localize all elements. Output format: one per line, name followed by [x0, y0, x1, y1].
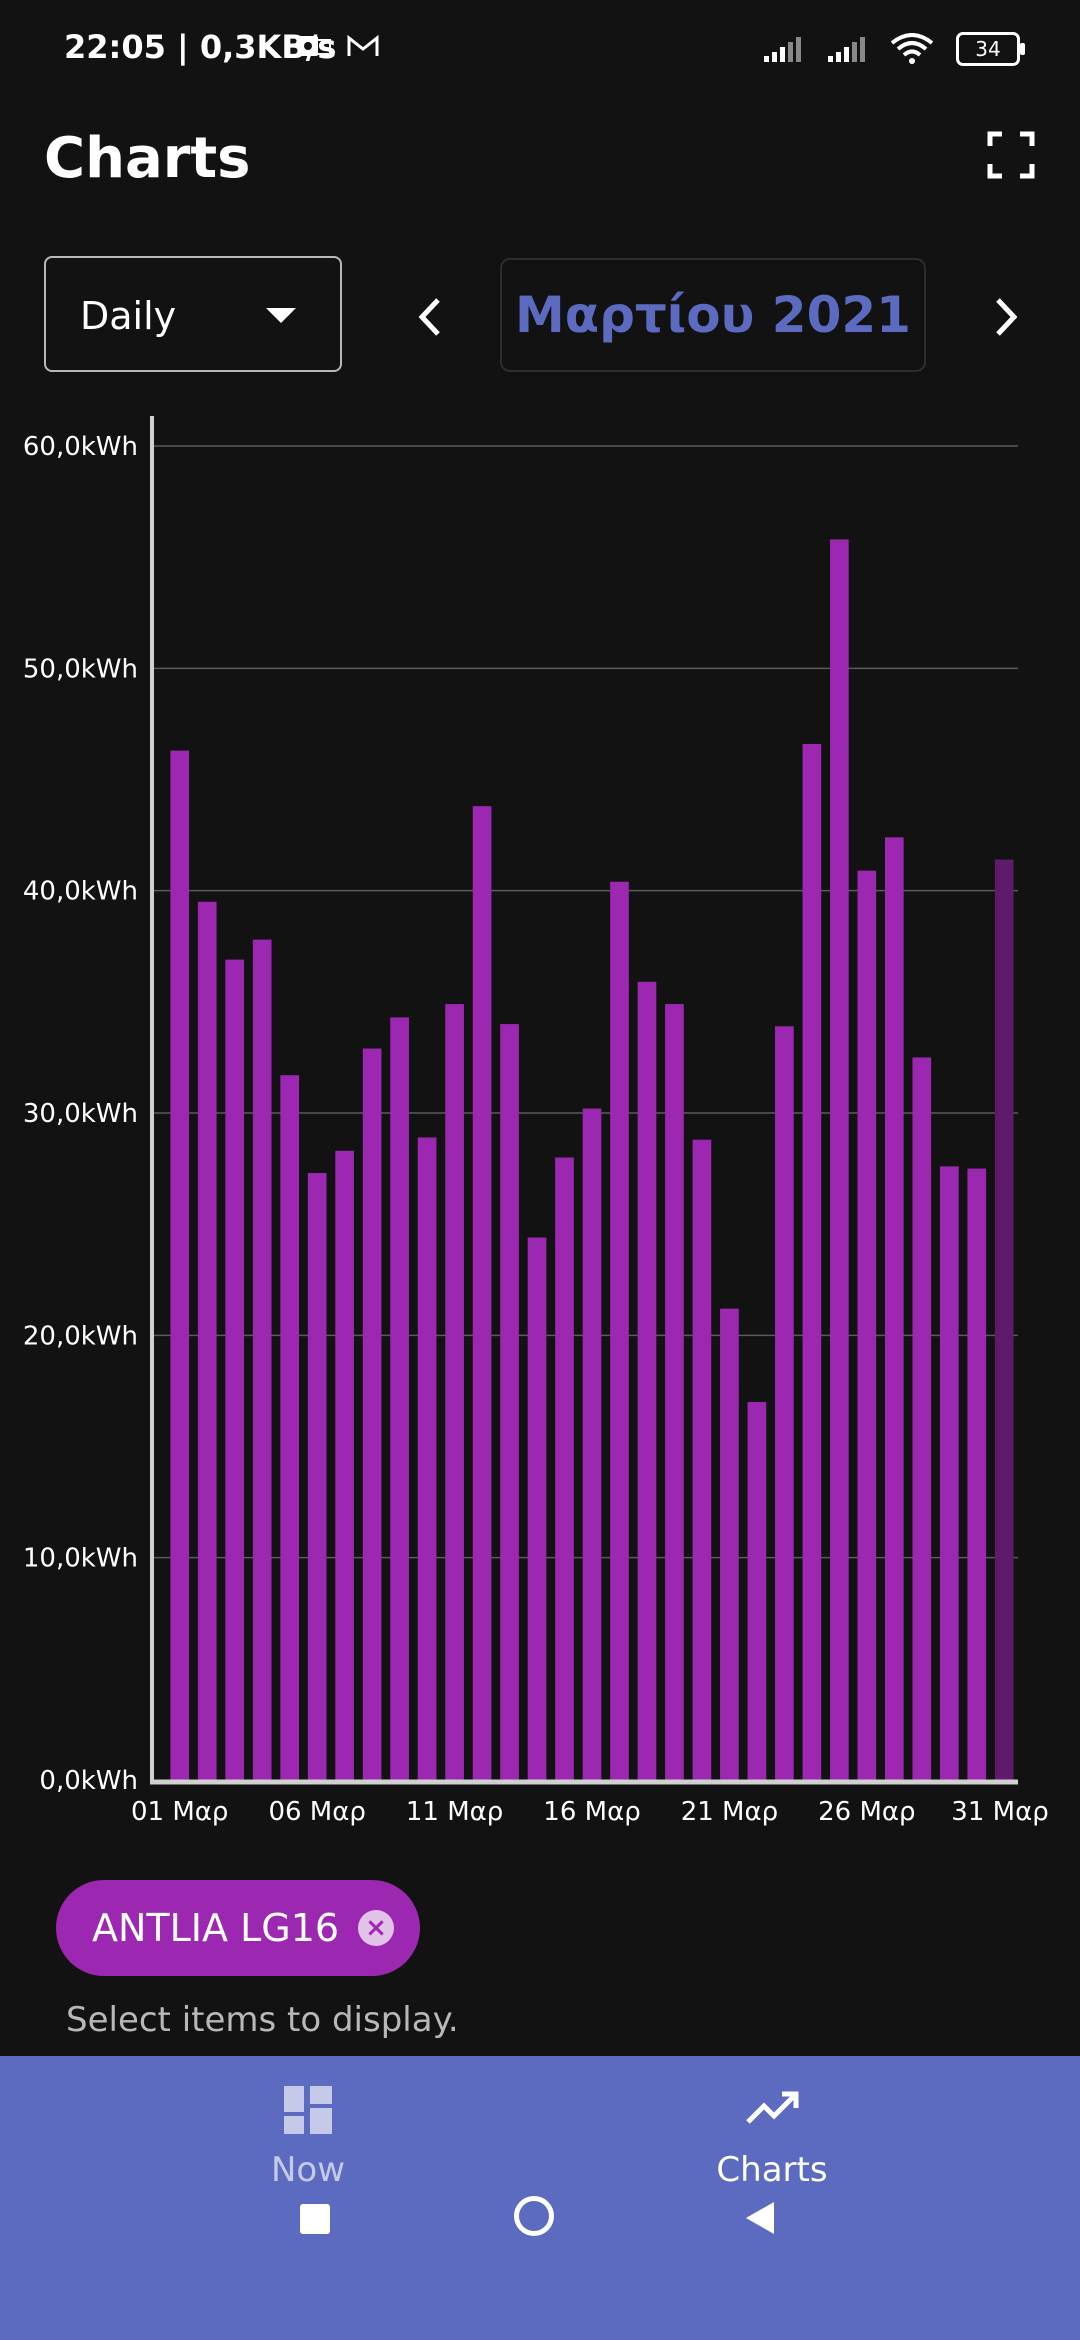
y-tick-label: 60,0kWh: [23, 432, 138, 462]
nav-item-charts[interactable]: Charts: [672, 2082, 872, 2190]
x-tick-label: 26 Μαρ: [818, 1797, 915, 1827]
chart-bar: [830, 539, 849, 1780]
chart-bar: [939, 1166, 959, 1780]
trending-up-icon: [746, 2091, 799, 2124]
chip-label: ANTLIA LG16: [92, 1906, 340, 1950]
chart-bar: [857, 870, 877, 1780]
y-tick-label: 30,0kWh: [23, 1099, 138, 1129]
hint-text: Select items to display.: [66, 2000, 459, 2040]
x-tick-label: 16 Μαρ: [543, 1797, 640, 1827]
chart-bar: [417, 1137, 437, 1780]
y-tick-label: 20,0kWh: [23, 1321, 138, 1351]
y-tick-label: 50,0kWh: [23, 654, 138, 684]
signal-icon: [828, 37, 865, 62]
chart-bar: [967, 1168, 987, 1780]
period-dropdown[interactable]: Daily: [44, 256, 342, 372]
y-tick-label: 40,0kWh: [23, 877, 138, 907]
outlook-icon: [298, 36, 331, 56]
chart-bar: [362, 1048, 382, 1780]
bottom-navigation: Now Charts: [0, 2056, 1080, 2340]
chart-bar: [170, 750, 190, 1780]
chart-bar: [445, 1004, 464, 1780]
fullscreen-icon[interactable]: [986, 130, 1036, 180]
recents-button[interactable]: [300, 2204, 330, 2234]
chart-bar: [637, 981, 657, 1780]
nav-label-now: Now: [270, 2150, 346, 2190]
page-title: Charts: [44, 126, 251, 191]
home-button[interactable]: [514, 2196, 554, 2236]
x-tick-label: 31 Μαρ: [951, 1797, 1048, 1827]
chart-bar: [884, 837, 904, 1780]
chart-bar: [252, 939, 272, 1780]
chart-bar: [472, 806, 492, 1780]
signal-icon: [764, 37, 801, 62]
y-tick-label: 0,0kWh: [39, 1766, 138, 1796]
chart-bar: [994, 859, 1014, 1780]
x-tick-label: 06 Μαρ: [268, 1797, 365, 1827]
status-notification-icons: [296, 32, 380, 60]
chart-bar: [555, 1157, 574, 1780]
chart-bar: [225, 959, 245, 1780]
chart-bar: [802, 743, 822, 1780]
chevron-right-icon: [996, 298, 1018, 336]
nav-item-now[interactable]: Now: [208, 2082, 408, 2190]
chart-bar: [747, 1402, 767, 1780]
energy-bar-chart: 0,0kWh 10,0kWh 20,0kWh 30,0kWh 40,0kWh 50,0kW…: [23, 416, 1049, 1827]
battery-level: 34: [975, 37, 1001, 61]
chart-bar: [500, 1024, 519, 1780]
chart-bar: [390, 1017, 409, 1780]
close-icon[interactable]: ×: [358, 1910, 394, 1946]
dashboard-icon: [284, 2086, 332, 2134]
x-tick-label: 01 Μαρ: [131, 1797, 228, 1827]
gmail-icon: [347, 34, 379, 56]
chevron-left-icon: [418, 298, 440, 336]
chart-bar: [527, 1237, 547, 1780]
battery-icon: 34: [956, 32, 1025, 66]
chart-bar: [280, 1075, 300, 1780]
chart-bar: [582, 1108, 602, 1780]
chart-bar: [610, 881, 629, 1780]
chart-bar: [197, 901, 217, 1780]
chart-bar: [912, 1057, 932, 1780]
status-system-icons: 34: [762, 32, 1025, 66]
month-label: Μαρτίου 2021: [515, 286, 911, 344]
month-selector[interactable]: Μαρτίου 2021: [500, 258, 926, 372]
item-chip[interactable]: ANTLIA LG16 ×: [56, 1880, 420, 1976]
chart-bar: [692, 1139, 712, 1780]
period-dropdown-value: Daily: [80, 294, 177, 338]
x-tick-label: 11 Μαρ: [406, 1797, 503, 1827]
chart-bar: [335, 1150, 354, 1780]
back-button[interactable]: [740, 2198, 780, 2238]
x-tick-label: 21 Μαρ: [681, 1797, 778, 1827]
status-time: 22:05 | 0,3KB/s: [64, 28, 337, 66]
next-month-button[interactable]: [986, 292, 1026, 342]
status-bar: 22:05 | 0,3KB/s: [0, 0, 1080, 100]
chart-bar: [307, 1173, 327, 1780]
wifi-icon: [890, 33, 934, 64]
previous-month-button[interactable]: [410, 292, 450, 342]
chart-bar: [665, 1004, 684, 1780]
y-tick-label: 10,0kWh: [23, 1544, 138, 1574]
chart-bar: [720, 1308, 739, 1780]
nav-label-charts: Charts: [716, 2150, 828, 2190]
chart-bar: [775, 1026, 794, 1780]
dropdown-arrow-icon: [266, 308, 296, 323]
